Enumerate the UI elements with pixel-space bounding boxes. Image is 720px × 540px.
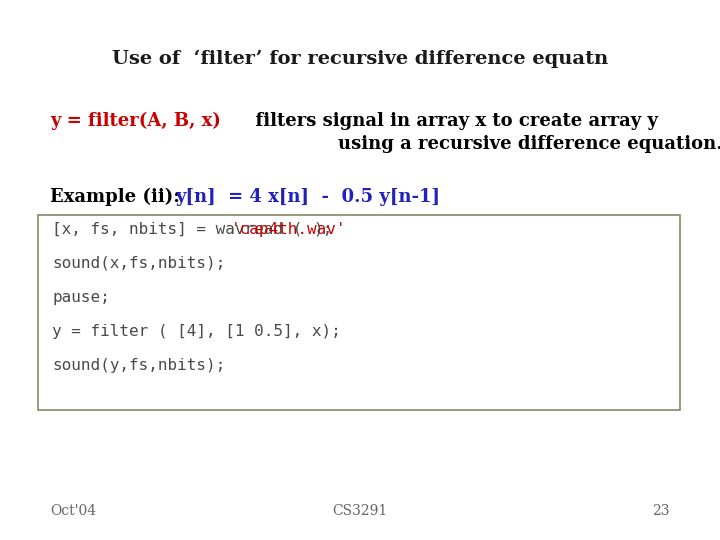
Text: sound(x,fs,nbits);: sound(x,fs,nbits); [52,256,225,271]
Text: filters signal in array x to create array y: filters signal in array x to create arra… [243,112,658,130]
Text: Oct'04: Oct'04 [50,504,96,518]
Text: using a recursive difference equation.: using a recursive difference equation. [338,135,720,153]
Text: 'cap4th.wav': 'cap4th.wav' [231,222,346,237]
Text: [x, fs, nbits] = wavread (: [x, fs, nbits] = wavread ( [52,222,302,237]
Text: y = filter(A, B, x): y = filter(A, B, x) [50,112,221,130]
Text: 23: 23 [652,504,670,518]
FancyBboxPatch shape [38,215,680,410]
Text: );: ); [313,222,333,237]
Text: Use of  ‘filter’ for recursive difference equatn: Use of ‘filter’ for recursive difference… [112,50,608,69]
Text: y[n]  = 4 x[n]  -  0.5 y[n-1]: y[n] = 4 x[n] - 0.5 y[n-1] [175,188,440,206]
Text: Example (ii):: Example (ii): [50,188,192,206]
Text: y = filter ( [4], [1 0.5], x);: y = filter ( [4], [1 0.5], x); [52,324,341,339]
Text: CS3291: CS3291 [333,504,387,518]
Text: sound(y,fs,nbits);: sound(y,fs,nbits); [52,358,225,373]
Text: pause;: pause; [52,290,109,305]
